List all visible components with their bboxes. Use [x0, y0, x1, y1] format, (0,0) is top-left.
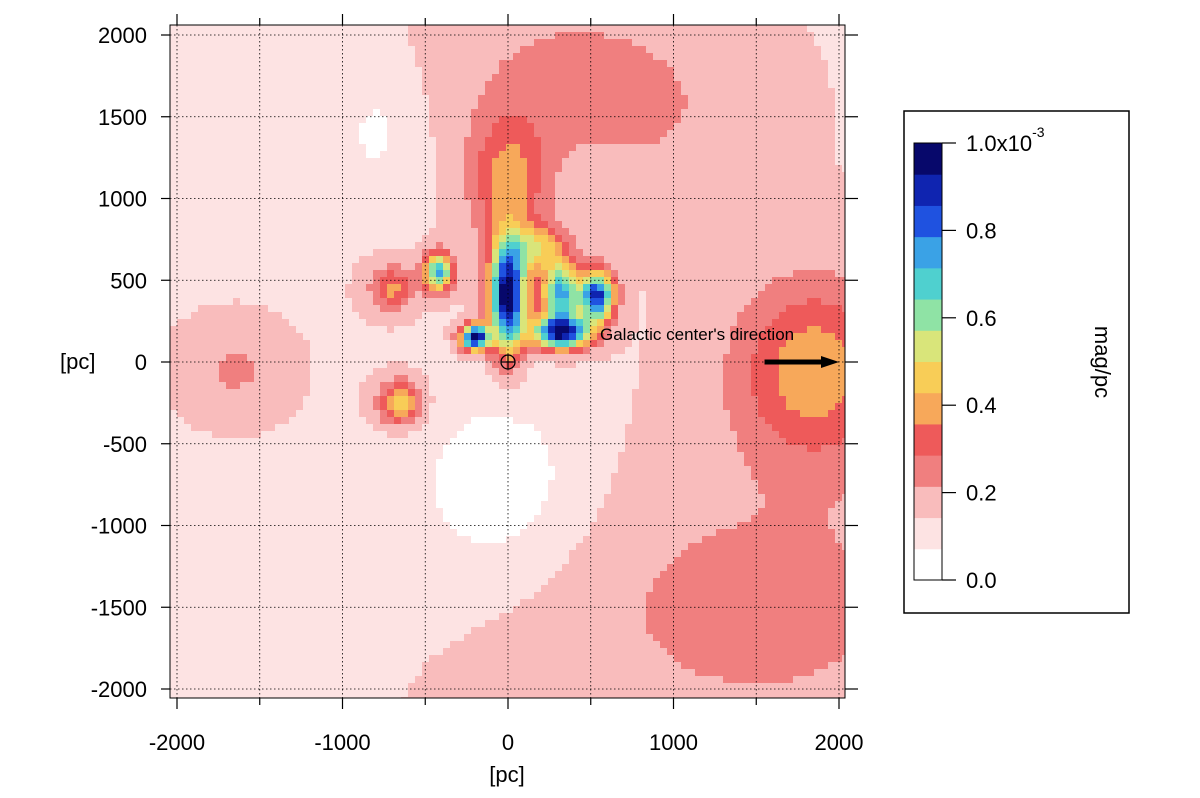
- y-tick-label: -500: [103, 432, 147, 457]
- colorbar-tick-label: 0.2: [966, 481, 997, 506]
- y-tick-label: -1500: [91, 595, 147, 620]
- colorbar-swatch: [914, 549, 942, 581]
- y-tick-label: 2000: [98, 23, 147, 48]
- colorbar-swatch: [914, 455, 942, 487]
- heatmap: [170, 25, 850, 705]
- x-tick-label: -2000: [149, 730, 205, 755]
- annotation-text: Galactic center's direction: [600, 325, 794, 344]
- colorbar-swatch: [914, 205, 942, 237]
- colorbar-tick-label: 0.0: [966, 568, 997, 593]
- y-axis-label: [pc]: [60, 349, 95, 374]
- colorbar-tick-label: 0.4: [966, 393, 997, 418]
- sun-symbol: [501, 355, 515, 369]
- colorbar-swatch: [914, 518, 942, 550]
- colorbar-swatch: [914, 486, 942, 518]
- x-axis-label: [pc]: [489, 762, 524, 787]
- colorbar-swatch: [914, 299, 942, 331]
- y-tick-label: 500: [110, 268, 147, 293]
- colorbar-swatch: [914, 237, 942, 269]
- colorbar-tick-label: 0.8: [966, 218, 997, 243]
- x-tick-label: -1000: [314, 730, 370, 755]
- x-tick-label: 1000: [649, 730, 698, 755]
- colorbar-swatch: [914, 143, 942, 175]
- colorbar-swatch: [914, 393, 942, 425]
- colorbar-swatch: [914, 362, 942, 394]
- y-tick-label: -2000: [91, 677, 147, 702]
- y-tick-label: 1000: [98, 187, 147, 212]
- y-tick-label: 1500: [98, 105, 147, 130]
- colorbar-swatch: [914, 424, 942, 456]
- y-tick-label: -1000: [91, 514, 147, 539]
- x-tick-label: 2000: [815, 730, 864, 755]
- y-tick-label: 0: [135, 350, 147, 375]
- colorbar-swatch: [914, 330, 942, 362]
- colorbar-swatch: [914, 174, 942, 206]
- colorbar-swatch: [914, 268, 942, 300]
- colorbar-tick-label: 0.6: [966, 306, 997, 331]
- x-tick-label: 0: [502, 730, 514, 755]
- colorbar-label: mag/pc: [1090, 326, 1115, 398]
